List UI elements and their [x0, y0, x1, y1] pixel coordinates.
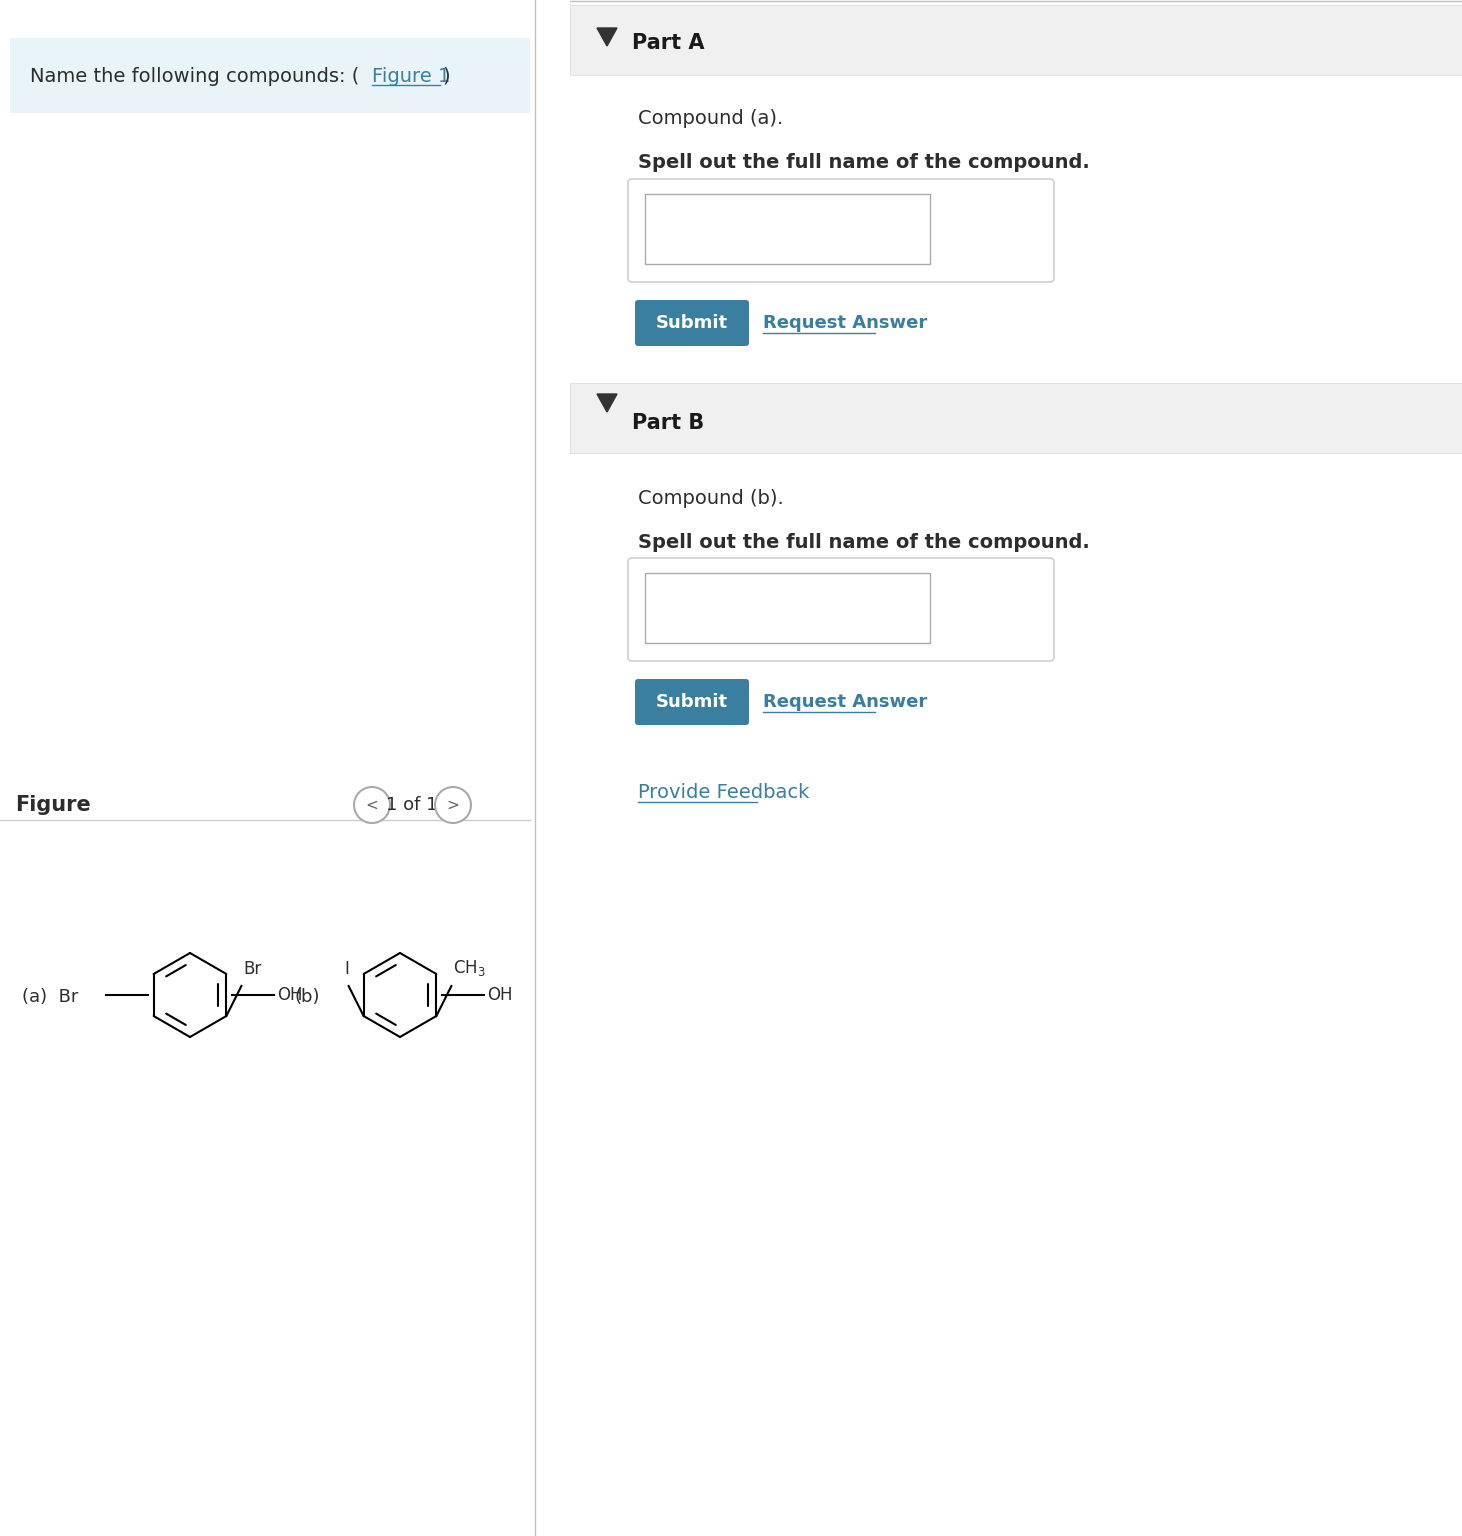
FancyBboxPatch shape	[645, 573, 930, 644]
Polygon shape	[596, 28, 617, 46]
Text: Submit: Submit	[656, 693, 728, 711]
Text: ): )	[442, 66, 450, 86]
Text: Compound (b).: Compound (b).	[637, 488, 784, 507]
Text: <: <	[366, 797, 379, 813]
Text: Part A: Part A	[632, 32, 705, 54]
FancyBboxPatch shape	[10, 38, 531, 114]
Circle shape	[354, 786, 390, 823]
Text: CH$_3$: CH$_3$	[453, 958, 487, 978]
Text: Spell out the full name of the compound.: Spell out the full name of the compound.	[637, 152, 1089, 172]
Text: (a)  Br: (a) Br	[22, 988, 79, 1006]
Text: 1 of 1: 1 of 1	[386, 796, 437, 814]
Text: Br: Br	[243, 960, 262, 978]
Text: OH: OH	[276, 986, 303, 1005]
FancyBboxPatch shape	[570, 5, 1462, 75]
Text: Request Answer: Request Answer	[763, 313, 927, 332]
Text: I: I	[344, 960, 349, 978]
Text: (b): (b)	[295, 988, 320, 1006]
Text: Figure 1: Figure 1	[371, 66, 450, 86]
Text: Provide Feedback: Provide Feedback	[637, 782, 810, 802]
FancyBboxPatch shape	[629, 558, 1054, 660]
Polygon shape	[596, 395, 617, 412]
FancyBboxPatch shape	[635, 300, 749, 346]
Text: Request Answer: Request Answer	[763, 693, 927, 711]
Text: Compound (a).: Compound (a).	[637, 109, 784, 127]
FancyBboxPatch shape	[635, 679, 749, 725]
FancyBboxPatch shape	[645, 194, 930, 264]
Circle shape	[436, 786, 471, 823]
Text: Name the following compounds: (: Name the following compounds: (	[31, 66, 360, 86]
FancyBboxPatch shape	[570, 382, 1462, 453]
Text: >: >	[446, 797, 459, 813]
FancyBboxPatch shape	[629, 180, 1054, 283]
Text: Spell out the full name of the compound.: Spell out the full name of the compound.	[637, 533, 1089, 553]
Text: Figure: Figure	[15, 796, 91, 816]
Text: Part B: Part B	[632, 413, 705, 433]
Text: Submit: Submit	[656, 313, 728, 332]
Text: OH: OH	[487, 986, 513, 1005]
